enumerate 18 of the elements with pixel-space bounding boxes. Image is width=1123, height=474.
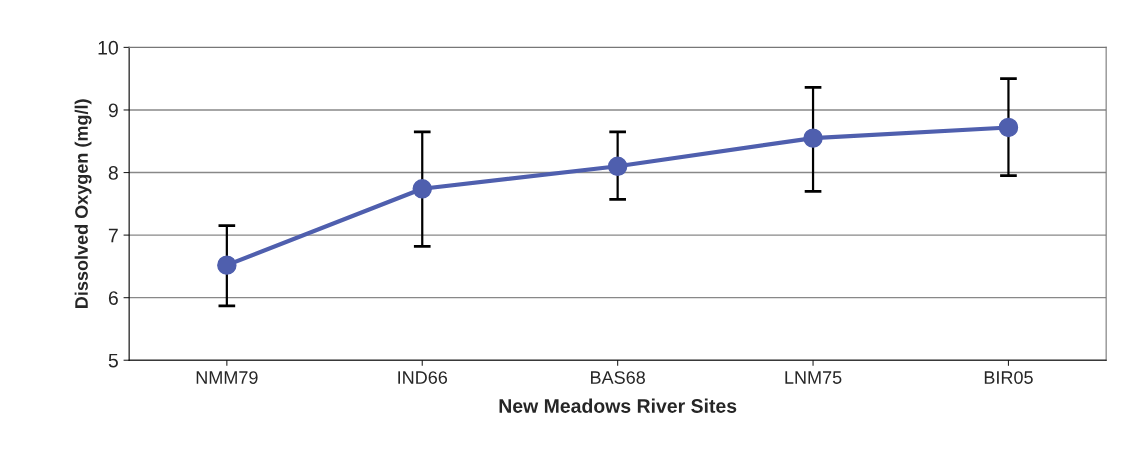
y-tick-label: 7 — [108, 228, 118, 243]
x-axis-title: New Meadows River Sites — [499, 398, 737, 413]
point — [803, 128, 823, 148]
x-tick-label: LNM75 — [785, 371, 842, 384]
point — [998, 117, 1019, 138]
point — [607, 156, 628, 177]
point — [217, 255, 237, 275]
x-tick-label: BIR05 — [984, 371, 1033, 384]
x-tick-label: IND66 — [398, 371, 448, 384]
point — [412, 179, 432, 199]
y-axis-title: Dissolved Oxygen (mg/l) — [74, 99, 92, 308]
y-tick-label: 5 — [108, 353, 118, 368]
x-tick-label: NMM79 — [196, 371, 258, 384]
y-tick-label: 8 — [108, 166, 118, 180]
x-tick-label: BAS68 — [591, 371, 645, 384]
y-tick-label: 10 — [98, 40, 118, 55]
y-tick-label: 9 — [108, 103, 118, 118]
y-tick-label: 6 — [108, 291, 118, 305]
